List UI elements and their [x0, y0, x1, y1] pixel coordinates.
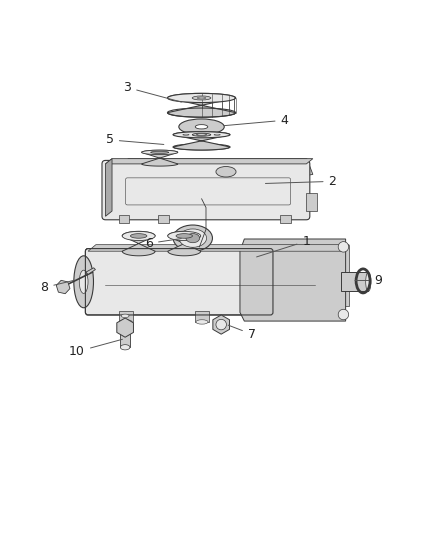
FancyBboxPatch shape: [85, 248, 273, 315]
Ellipse shape: [141, 150, 178, 155]
Ellipse shape: [168, 231, 201, 240]
Polygon shape: [106, 159, 112, 216]
Text: 2: 2: [265, 175, 336, 188]
Ellipse shape: [214, 134, 220, 135]
Ellipse shape: [173, 144, 230, 150]
Ellipse shape: [179, 119, 224, 135]
Polygon shape: [86, 268, 95, 274]
Ellipse shape: [173, 132, 230, 138]
Text: 7: 7: [228, 325, 256, 341]
Polygon shape: [122, 231, 155, 256]
Ellipse shape: [179, 229, 207, 247]
Bar: [280, 215, 291, 223]
Ellipse shape: [176, 233, 192, 238]
Ellipse shape: [131, 233, 147, 238]
Ellipse shape: [197, 97, 206, 99]
Circle shape: [216, 319, 226, 330]
Circle shape: [338, 309, 349, 320]
Ellipse shape: [79, 270, 88, 293]
Polygon shape: [112, 159, 313, 211]
Ellipse shape: [192, 96, 211, 100]
Circle shape: [338, 241, 349, 252]
Ellipse shape: [197, 134, 206, 135]
Polygon shape: [173, 132, 230, 150]
Text: 6: 6: [145, 237, 181, 250]
Polygon shape: [88, 245, 349, 251]
Ellipse shape: [186, 233, 200, 243]
Polygon shape: [106, 159, 313, 164]
Text: 8: 8: [40, 280, 74, 294]
Bar: [119, 311, 133, 322]
Bar: [120, 326, 131, 348]
Polygon shape: [306, 193, 317, 211]
Ellipse shape: [173, 225, 212, 251]
Ellipse shape: [151, 151, 169, 154]
Ellipse shape: [167, 93, 236, 102]
Polygon shape: [167, 93, 236, 117]
Polygon shape: [96, 245, 349, 306]
Polygon shape: [168, 231, 201, 256]
Ellipse shape: [74, 256, 93, 308]
Ellipse shape: [122, 231, 155, 240]
Ellipse shape: [120, 345, 130, 350]
Ellipse shape: [192, 133, 211, 136]
Text: 1: 1: [257, 235, 310, 257]
Text: 4: 4: [224, 114, 289, 127]
Text: 9: 9: [355, 274, 382, 287]
Ellipse shape: [196, 320, 208, 324]
Bar: [119, 215, 130, 223]
FancyBboxPatch shape: [102, 160, 310, 220]
Polygon shape: [141, 150, 178, 166]
Bar: [227, 251, 278, 312]
Text: 5: 5: [106, 133, 164, 147]
Polygon shape: [240, 239, 346, 321]
Bar: [158, 215, 169, 223]
Text: 10: 10: [69, 340, 123, 358]
Ellipse shape: [216, 166, 236, 177]
Ellipse shape: [183, 134, 189, 135]
Bar: [195, 311, 209, 322]
Ellipse shape: [121, 314, 129, 318]
Bar: [341, 272, 368, 292]
Ellipse shape: [120, 320, 132, 324]
Ellipse shape: [366, 272, 371, 292]
Text: 3: 3: [124, 81, 181, 102]
Ellipse shape: [195, 125, 208, 129]
